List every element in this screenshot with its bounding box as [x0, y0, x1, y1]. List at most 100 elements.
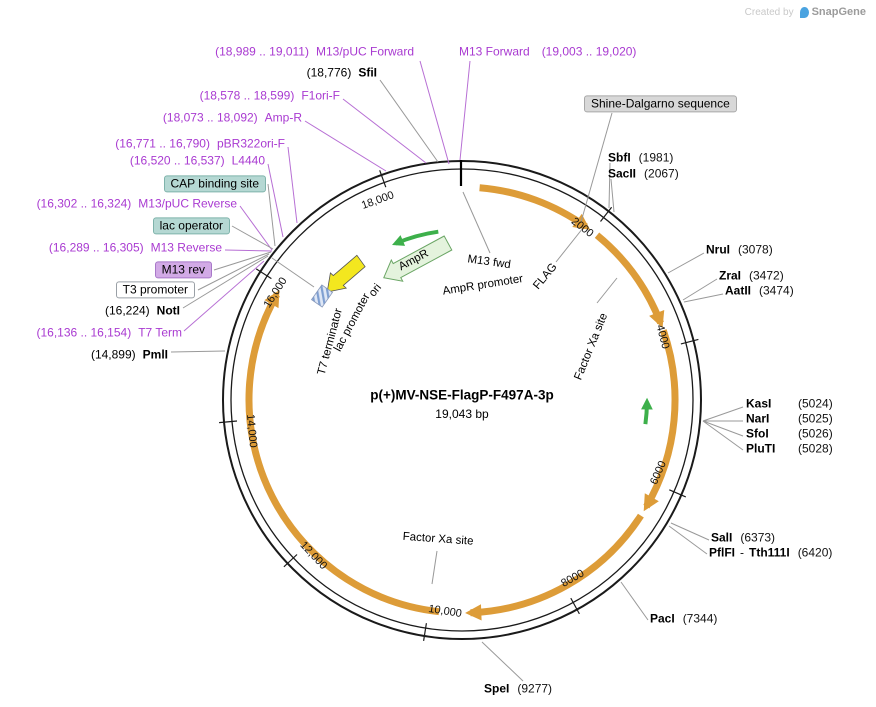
t7-terminator-feature	[310, 284, 334, 308]
callout-amp-r	[304, 120, 387, 172]
enzyme-name: KasI	[746, 396, 772, 411]
enzyme-name: SacII	[608, 166, 637, 181]
position: (5026)	[798, 426, 833, 441]
tick-12000	[283, 554, 298, 568]
primer-annotation-f1ori-f: (18,578 .. 18,599) F1ori-F	[200, 89, 340, 102]
tick-marks	[219, 170, 699, 641]
enzyme-annotation-pflf1-tth111i: PflFI - Tth111I (6420)	[709, 546, 832, 559]
tick-2000	[600, 206, 613, 222]
callout-sal1	[670, 522, 710, 541]
position: (1981)	[638, 150, 674, 165]
tick-6000	[669, 489, 687, 498]
enzyme-annotation-sal1: SalI (6373)	[711, 531, 775, 544]
callout-m13-puc-forward	[419, 60, 450, 165]
enzyme-annotation-not1: (16,224) NotI	[105, 304, 180, 317]
watermark-created-by: Created by	[744, 7, 794, 18]
ampr-promoter-arrow	[392, 229, 439, 246]
enzyme-annotation-pac1: PacI (7344)	[650, 612, 717, 625]
enzyme-name: ZraI	[719, 268, 742, 283]
gene-arc-3	[643, 329, 679, 512]
enzyme-annotation-spe1: SpeI (9277)	[484, 682, 552, 695]
enzyme-name: SalI	[711, 530, 733, 545]
enzyme-annotation-nar1: NarI (5025)	[746, 412, 833, 425]
enzyme-name: SpeI	[484, 681, 510, 696]
callout-m13-puc-reverse	[239, 205, 273, 251]
feature-tag-lac-operator: lac operator	[152, 217, 230, 235]
position: (3474)	[759, 283, 794, 298]
enzyme-annotation-plut1: PluTI (5028)	[746, 442, 833, 455]
primer-annotation-m13-reverse: (16,289 .. 16,305) M13 Reverse	[49, 241, 222, 254]
enzyme-name: PmlI	[142, 347, 168, 362]
callout-pac1	[620, 581, 649, 621]
callout-sbf1	[608, 162, 611, 209]
position: (6373)	[740, 530, 776, 545]
gene-arcs	[245, 184, 679, 621]
annotation-name: T7 Term	[138, 325, 182, 340]
tick-14000	[219, 420, 238, 424]
primer-annotation-m13-puc-forward: (18,989 .. 19,011) M13/pUC Forward	[215, 45, 414, 58]
position: (5028)	[798, 441, 833, 456]
callout-m13-fwd-inner	[462, 191, 491, 254]
feature-tag-cap-binding-site: CAP binding site	[163, 175, 266, 193]
annotation-name: M13/pUC Forward	[315, 44, 414, 59]
enzyme-annotation-zra1: ZraI (3472)	[719, 269, 784, 282]
annotation-name: L4440	[231, 153, 265, 168]
callout-m13-forward	[459, 60, 471, 161]
enzyme-annotation-pml1: (14,899) PmlI	[91, 348, 168, 361]
callout-not1	[182, 255, 269, 309]
enzyme-annotation-nru1: NruI (3078)	[706, 243, 773, 256]
promoter-arrow-right	[641, 397, 653, 425]
position-range: (18,073 .. 18,092)	[162, 110, 258, 125]
plasmid-name: p(+)MV-NSE-FlagP-F497A-3p	[370, 387, 554, 403]
enzyme-name-2: Tth111I	[749, 545, 790, 560]
callout-sac2	[610, 178, 615, 213]
tick-label-14000: 14,000	[243, 413, 260, 449]
primer-annotation-t7-term: (16,136 .. 16,154) T7 Term	[36, 326, 182, 339]
position: (7344)	[682, 611, 718, 626]
callout-l4440	[267, 163, 284, 238]
callout-pflf1	[668, 525, 708, 555]
position-range: (19,003 .. 19,020)	[541, 44, 637, 59]
gene-arc-1	[479, 184, 591, 230]
enzyme-annotation-sac2: SacII (2067)	[608, 167, 679, 180]
callout-t7-term	[183, 260, 265, 332]
position-range: (16,224)	[104, 303, 150, 318]
enzyme-annotation-sbf1: SbfI (1981)	[608, 151, 673, 164]
enzyme-name: SfiI	[358, 65, 377, 80]
enzyme-name: SfoI	[746, 426, 769, 441]
callout-lac-operator	[231, 225, 274, 250]
primer-annotation-l4440: (16,520 .. 16,537) L4440	[130, 154, 265, 167]
callout-m13-reverse	[224, 249, 273, 252]
plasmid-size: 19,043 bp	[435, 407, 489, 421]
position: (3472)	[749, 268, 784, 283]
annotation-name: M13/pUC Reverse	[138, 196, 237, 211]
annotation-name: F1ori-F	[301, 88, 340, 103]
watermark-brand: SnapGene	[811, 6, 866, 18]
watermark: Created by SnapGene	[745, 6, 866, 18]
callout-factor-xa-bottom	[431, 550, 438, 585]
callout-nru1	[667, 252, 705, 274]
callout-lines	[170, 79, 744, 682]
tick-8000	[570, 597, 580, 615]
position-range: (18,578 .. 18,599)	[199, 88, 295, 103]
position-range: (18,989 .. 19,011)	[215, 44, 309, 59]
position: (9277)	[517, 681, 553, 696]
callout-m13-rev	[213, 251, 272, 271]
feature-tag-t3-promoter: T3 promoter	[115, 281, 195, 299]
callout-t3-promoter	[197, 253, 270, 291]
position-range: (16,302 .. 16,324)	[36, 196, 132, 211]
enzyme-name: PluTI	[746, 441, 776, 456]
separator: -	[740, 545, 744, 560]
callout-factor-xa-right	[596, 277, 618, 304]
enzyme-name: SbfI	[608, 150, 631, 165]
position: (6420)	[797, 545, 833, 560]
enzyme-annotation-aat2: AatII (3474)	[725, 284, 794, 297]
primer-annotation-pbr322ori-f: (16,771 .. 16,790) pBR322ori-F	[115, 137, 285, 150]
callout-sfi1	[379, 79, 439, 163]
enzyme-annotation-kas1: KasI (5024)	[746, 397, 833, 410]
enzyme-name: AatII	[725, 283, 752, 298]
callout-aat2	[683, 293, 724, 303]
position: (5024)	[798, 396, 833, 411]
enzyme-name: PacI	[650, 611, 675, 626]
